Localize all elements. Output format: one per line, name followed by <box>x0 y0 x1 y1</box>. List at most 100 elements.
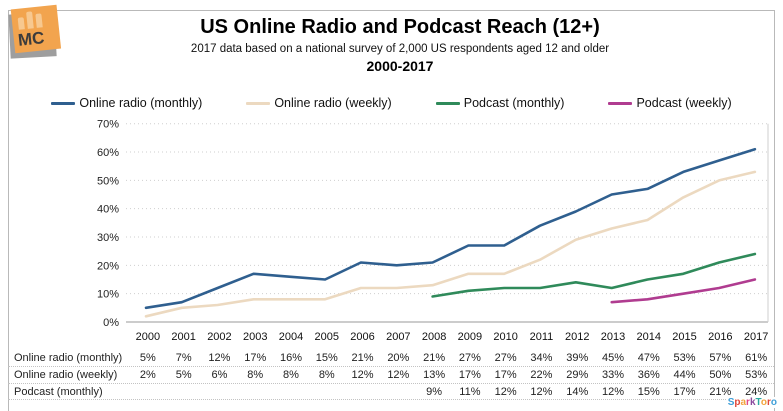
x-axis-tick: 2001 <box>171 330 196 343</box>
x-axis-tick: 2013 <box>600 330 626 343</box>
table-cell: 39% <box>566 351 589 364</box>
x-axis-tick: 2015 <box>672 330 697 343</box>
table-cell: 15% <box>315 351 338 364</box>
row-label: Podcast (monthly) <box>14 385 103 398</box>
y-axis-tick: 30% <box>97 232 119 244</box>
table-cell: 53% <box>745 369 768 381</box>
table-cell: 5% <box>175 369 192 381</box>
table-cell: 27% <box>494 351 517 364</box>
table-cell: 17% <box>244 351 267 364</box>
series-line-1 <box>144 147 757 310</box>
chart-card <box>8 10 775 411</box>
legend-label: Podcast (weekly) <box>636 96 732 110</box>
table-row: Online radio (weekly) 2% 5% 6% 8% 8% 8% 12% 12% 1… <box>8 366 774 383</box>
sparktoro-logo: SparkToro <box>725 397 779 408</box>
page-subtitle: 2017 data based on a national survey of … <box>190 43 610 55</box>
x-axis-tick: 2016 <box>708 330 733 343</box>
legend-swatch <box>435 101 460 105</box>
logo-note: MC <box>10 4 62 54</box>
table-cell: 21% <box>709 385 732 398</box>
table-cell: 33% <box>601 369 624 381</box>
brand-letter: o <box>760 397 767 408</box>
x-axis-tick: 2010 <box>493 330 518 343</box>
brand-letter: T <box>755 397 761 408</box>
table-cell: 17% <box>673 385 696 398</box>
data-table: 2000 2001 2002 2003 2004 2005 2006 2007 2008 2009… <box>8 328 774 400</box>
table-cell: 36% <box>637 369 660 381</box>
chart-legend: Online radio (monthly) Online radio (week… <box>0 96 783 110</box>
table-cell: 53% <box>673 351 696 364</box>
table-cell: 27% <box>458 351 481 364</box>
y-axis-tick: 10% <box>97 289 119 301</box>
table-cell: 12% <box>494 385 517 398</box>
table-cell: 57% <box>709 351 732 364</box>
legend-label: Podcast (monthly) <box>463 96 565 110</box>
table-cell: 16% <box>279 351 302 364</box>
table-cell: 47% <box>637 351 660 364</box>
x-axis-tick: 2000 <box>135 330 161 343</box>
table-cell: 44% <box>673 369 696 381</box>
legend-item-1: Online radio (monthly) <box>51 96 202 110</box>
table-cell: 12% <box>351 369 374 381</box>
x-axis-tick: 2007 <box>386 330 411 343</box>
x-axis-tick: 2014 <box>636 330 661 343</box>
page-title: US Online Radio and Podcast Reach (12+) <box>200 16 600 38</box>
table-cell: 61% <box>745 351 768 364</box>
legend-swatch <box>246 101 271 105</box>
table-cell: 22% <box>530 369 553 381</box>
legend-label: Online radio (monthly) <box>79 96 203 110</box>
table-cell: 12% <box>530 385 553 398</box>
table-cell: 8% <box>318 369 335 381</box>
table-header-row: 2000 2001 2002 2003 2004 2005 2006 2007 2008 2009… <box>8 328 774 345</box>
x-axis-tick: 2004 <box>278 330 304 343</box>
table-cell: 17% <box>458 369 481 381</box>
bar-chart-icon <box>17 9 43 30</box>
date-range: 2000-2017 <box>366 58 434 74</box>
y-axis-tick: 50% <box>97 175 119 187</box>
brand-letter: S <box>727 397 735 408</box>
table-row: Podcast (monthly) 9% 11% 12% 12% 14% 12% 15% 17%… <box>8 383 774 400</box>
table-cell: 8% <box>283 369 299 381</box>
brand-letter: o <box>770 397 777 408</box>
table-cell: 50% <box>709 369 732 381</box>
series-line-3 <box>431 252 757 298</box>
table-cell: 12% <box>208 351 231 364</box>
brand-letter: r <box>766 397 771 408</box>
table-cell: 6% <box>211 369 228 381</box>
table-cell: 20% <box>387 351 410 364</box>
table-cell: 7% <box>175 351 192 364</box>
table-cell: 9% <box>426 385 443 398</box>
table-cell: 24% <box>745 385 768 398</box>
table-cell: 12% <box>387 369 410 381</box>
table-cell: 29% <box>566 369 589 381</box>
legend-item-2: Online radio (weekly) <box>246 96 392 110</box>
legend-swatch <box>51 101 76 105</box>
brand-letter: r <box>746 397 750 408</box>
header: US Online Radio and Podcast Reach (12+) … <box>60 16 740 74</box>
brand-letter: k <box>749 397 756 408</box>
x-axis-tick: 2005 <box>314 330 339 343</box>
series-line-2 <box>144 170 757 318</box>
y-axis-tick: 0% <box>103 317 119 329</box>
x-axis-tick: 2017 <box>743 330 769 343</box>
logo-text: MC <box>16 28 46 50</box>
table-cell: 14% <box>566 385 589 398</box>
brand-letter: p <box>734 397 741 408</box>
row-label: Online radio (monthly) <box>14 351 123 364</box>
y-axis-tick: 70% <box>97 119 119 131</box>
table-cell: 15% <box>637 385 660 398</box>
table-cell: 13% <box>423 369 446 381</box>
table-cell: 45% <box>601 351 624 364</box>
x-axis-tick: 2011 <box>529 330 554 343</box>
legend-item-4: Podcast (weekly) <box>608 96 732 110</box>
marketingcharts-logo: MC <box>8 4 62 59</box>
row-label: Online radio (weekly) <box>14 369 118 381</box>
table-cell: 5% <box>139 351 156 364</box>
series-line-4 <box>610 278 757 304</box>
x-axis-tick: 2012 <box>564 330 590 343</box>
table-cell: 17% <box>494 369 517 381</box>
table-cell: 11% <box>459 385 481 398</box>
table-cell: 8% <box>247 369 264 381</box>
legend-label: Online radio (weekly) <box>274 96 392 110</box>
brand-letter: a <box>740 397 747 408</box>
